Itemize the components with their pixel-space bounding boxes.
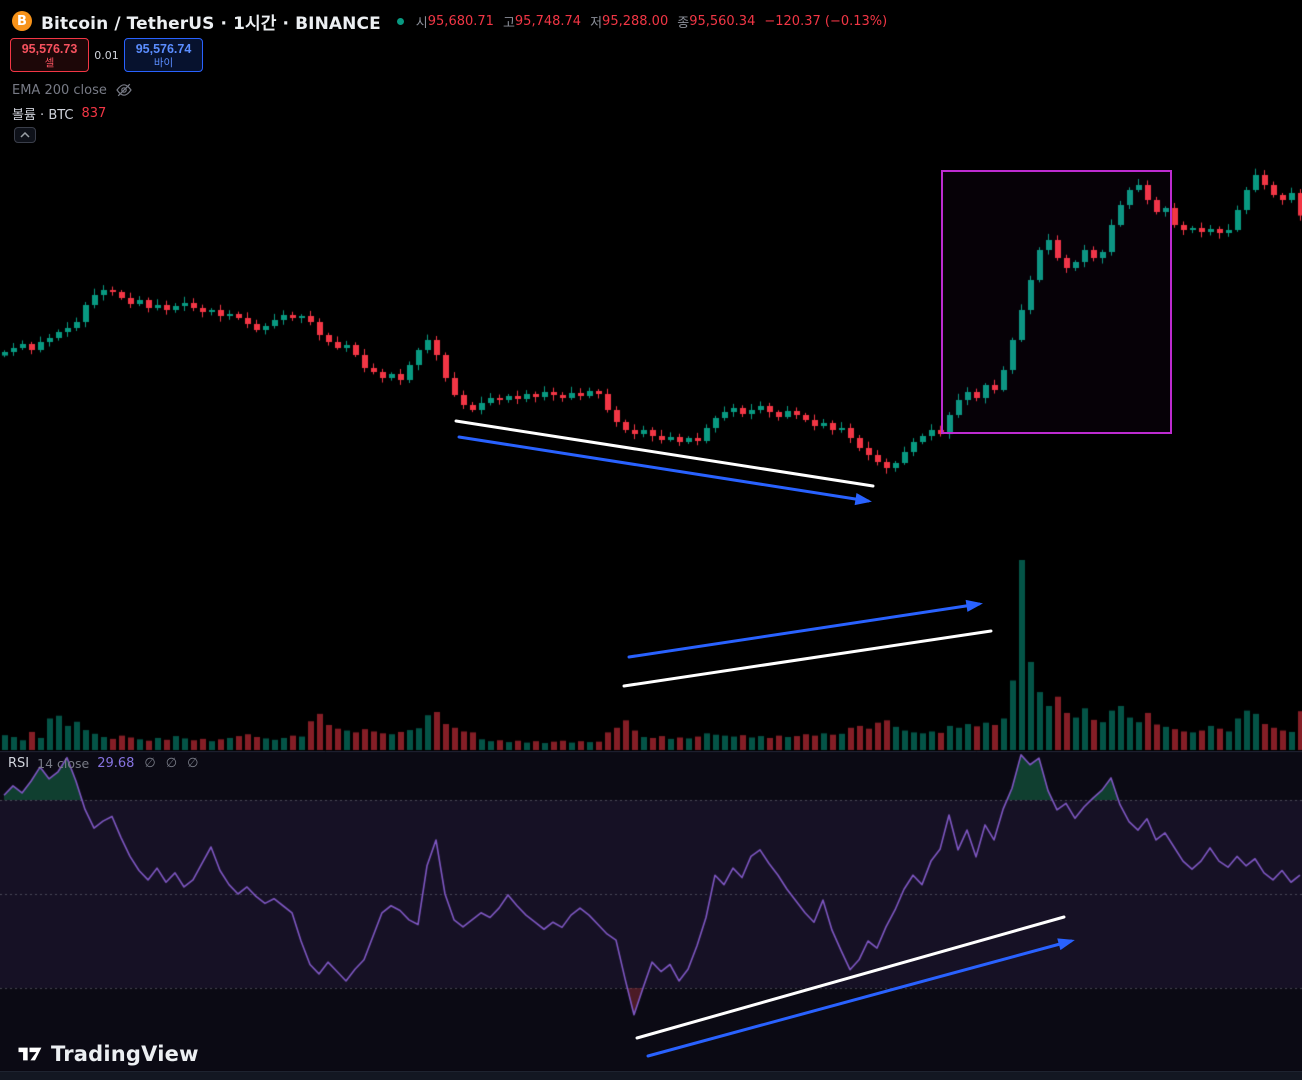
- rsi-empty-value-2: ∅: [165, 756, 178, 771]
- high-value: 95,748.74: [514, 13, 582, 29]
- tradingview-logo-icon: [18, 1047, 42, 1061]
- low-label: 저: [590, 15, 603, 31]
- symbol-header: B Bitcoin / TetherUS · 1시간 · BINANCE 시 9…: [12, 10, 887, 34]
- tradingview-logo-text: TradingView: [51, 1042, 199, 1066]
- rsi-legend-name: RSI: [8, 756, 30, 771]
- ohlc-readout: 시 95,680.71 고 95,748.74 저 95,288.00 종 95…: [416, 12, 887, 31]
- market-status-dot: [396, 17, 404, 25]
- close-value: 95,560.34: [689, 13, 756, 29]
- eye-off-icon[interactable]: [115, 81, 133, 99]
- buy-label: 바이: [153, 56, 174, 69]
- rsi-legend[interactable]: RSI 14 close 29.68 ∅ ∅ ∅: [8, 756, 198, 771]
- rsi-empty-value-3: ∅: [187, 756, 199, 771]
- low-value: 95,288.00: [602, 13, 669, 29]
- buy-price: 95,576.74: [135, 41, 192, 56]
- volume-legend[interactable]: 볼륨 · BTC 837: [12, 104, 106, 123]
- ema-legend-label: EMA 200 close: [12, 82, 107, 98]
- ohlc-high: 고 95,748.74: [503, 12, 581, 31]
- high-label: 고: [502, 15, 515, 31]
- sell-price: 95,576.73: [21, 41, 78, 56]
- highlight-rectangle: [941, 170, 1172, 434]
- tradingview-logo[interactable]: TradingView: [16, 1042, 199, 1066]
- rsi-empty-value-1: ∅: [144, 756, 156, 771]
- volume-legend-label: 볼륨 · BTC: [12, 108, 74, 123]
- legend-collapse-button[interactable]: [14, 127, 36, 143]
- sell-label: 셀: [44, 56, 55, 69]
- bottom-toolbar-strip: [0, 1071, 1302, 1080]
- bitcoin-icon: B: [12, 11, 32, 31]
- close-label: 종: [677, 15, 690, 31]
- rsi-legend-params: 14 close: [37, 756, 90, 771]
- ema-legend[interactable]: EMA 200 close: [12, 81, 133, 99]
- trade-panel: 95,576.73 셀 0.01 95,576.74 바이: [10, 38, 203, 72]
- rsi-legend-value: 29.68: [97, 756, 135, 771]
- ohlc-close: 종 95,560.34: [677, 12, 755, 31]
- open-label: 시: [415, 15, 428, 31]
- sell-button[interactable]: 95,576.73 셀: [10, 38, 89, 72]
- ohlc-low: 저 95,288.00: [590, 12, 668, 31]
- symbol-title[interactable]: Bitcoin / TetherUS · 1시간 · BINANCE: [41, 13, 381, 34]
- spread-value: 0.01: [94, 48, 119, 62]
- buy-button[interactable]: 95,576.74 바이: [124, 38, 203, 72]
- open-value: 95,680.71: [427, 13, 494, 29]
- volume-legend-value: 837: [81, 106, 107, 121]
- chevron-up-icon: [20, 132, 30, 138]
- ohlc-open: 시 95,680.71: [416, 12, 494, 31]
- change-value: −120.37 (−0.13%): [764, 13, 888, 29]
